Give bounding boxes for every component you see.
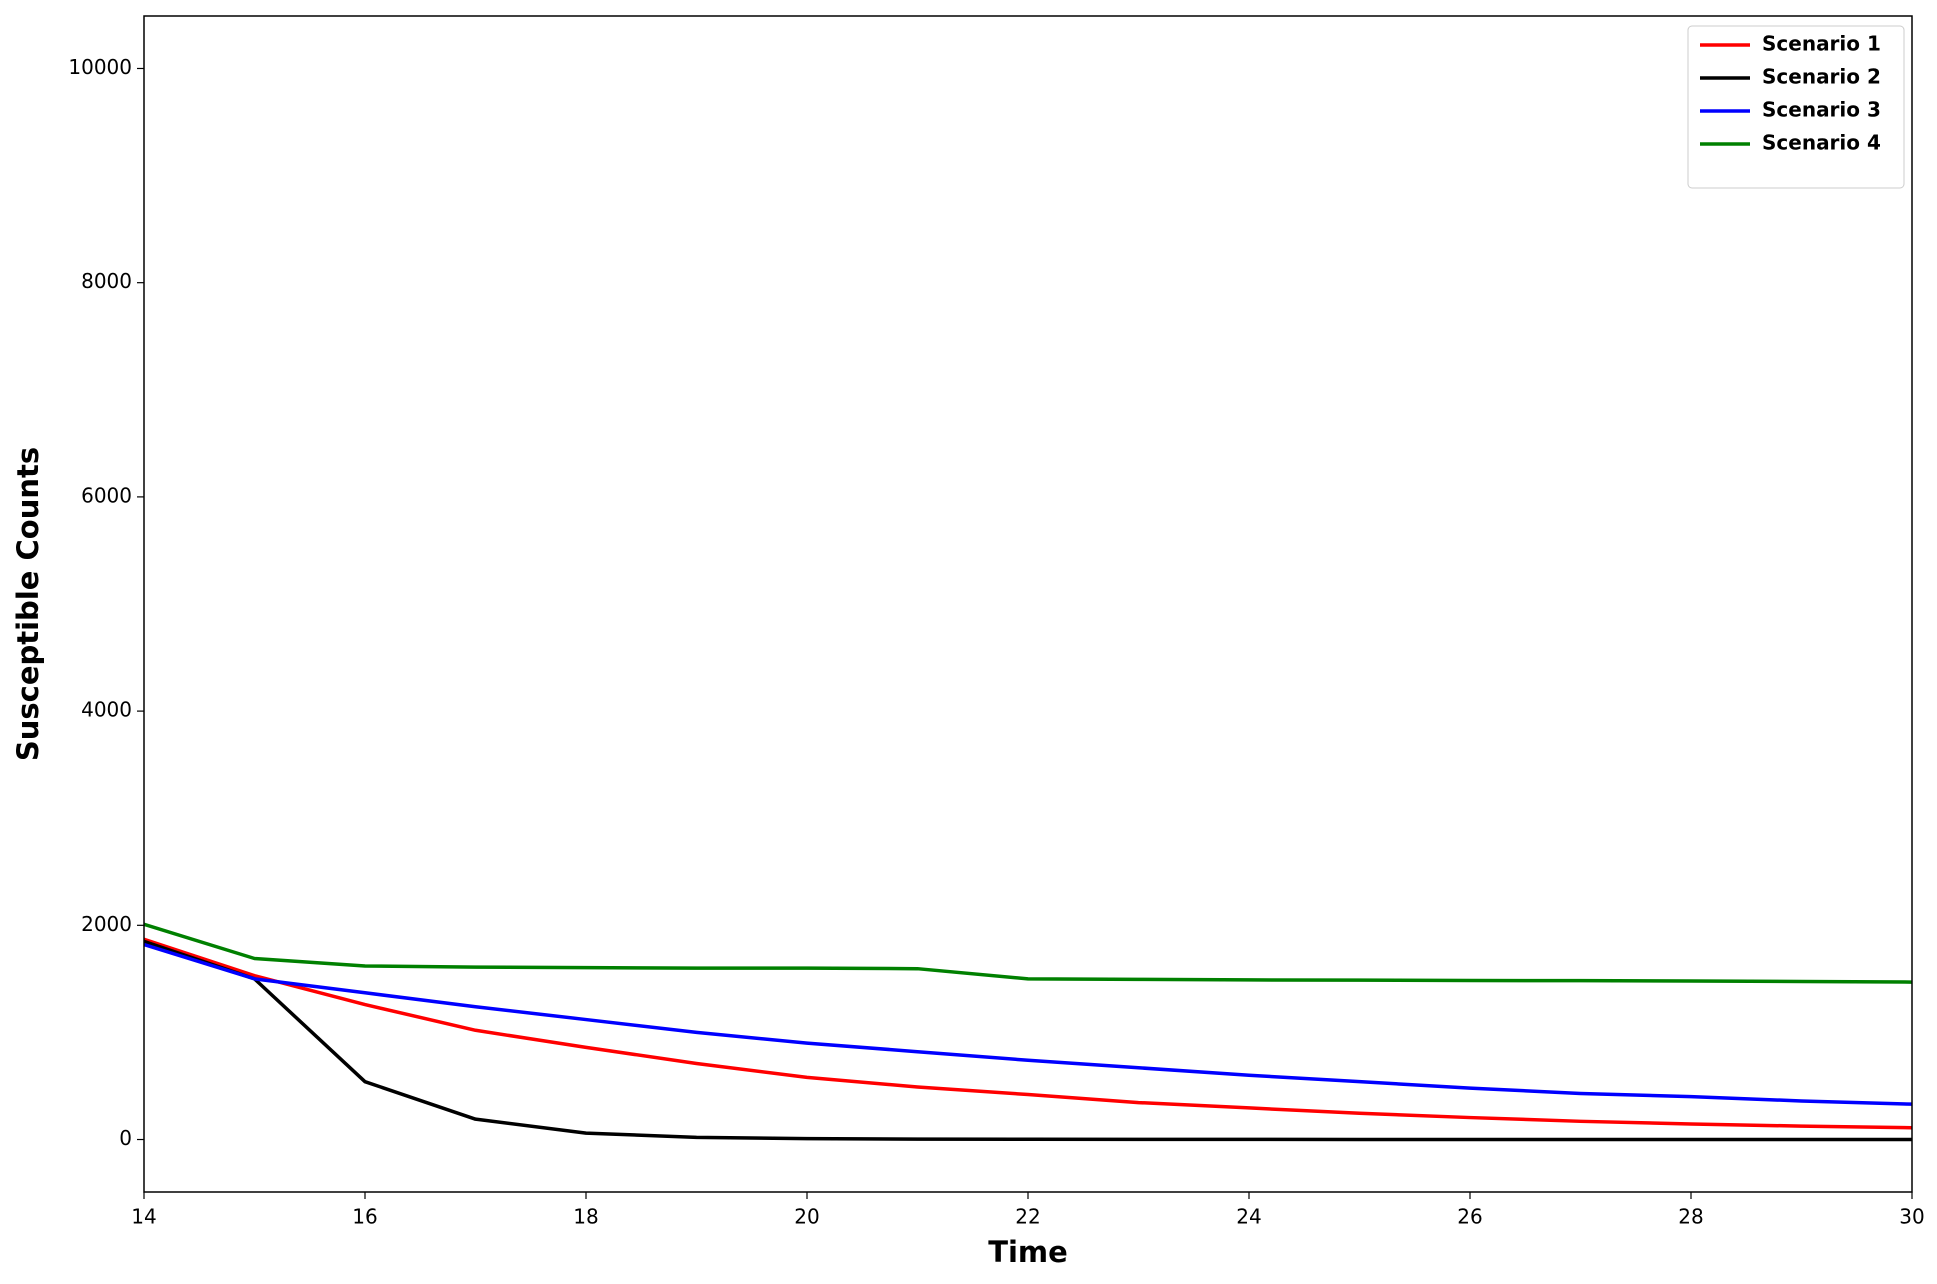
x-tick-label: 20	[794, 1205, 819, 1229]
plot-area	[144, 922, 1912, 1142]
y-axis-label: Susceptible Counts	[11, 447, 45, 761]
legend-box	[1687, 25, 1905, 189]
legend-label: Scenario 2	[1762, 65, 1881, 89]
axes-frame	[143, 15, 1913, 1193]
x-tick-label: 22	[1015, 1205, 1040, 1229]
y-tick-label: 2000	[81, 912, 132, 936]
x-tick-label: 14	[131, 1205, 156, 1229]
x-tick-label: 16	[352, 1205, 377, 1229]
x-tick-label: 30	[1899, 1205, 1924, 1229]
y-tick-label: 6000	[81, 483, 132, 507]
line-series	[144, 922, 1912, 984]
x-tick-label: 26	[1457, 1205, 1482, 1229]
line-series	[144, 942, 1912, 1106]
y-tick-label: 10000	[68, 55, 132, 79]
x-tick-label: 24	[1236, 1205, 1261, 1229]
legend-label: Scenario 1	[1762, 32, 1881, 56]
x-tick-label: 18	[573, 1205, 598, 1229]
line-series	[144, 939, 1912, 1142]
y-tick-label: 4000	[81, 698, 132, 722]
y-tick-label: 8000	[81, 269, 132, 293]
legend-label: Scenario 3	[1762, 98, 1881, 122]
x-tick-label: 28	[1678, 1205, 1703, 1229]
y-tick-label: 0	[119, 1126, 132, 1150]
x-axis-label: Time	[988, 1235, 1068, 1269]
legend-label: Scenario 4	[1762, 131, 1881, 155]
line-series	[144, 937, 1912, 1130]
